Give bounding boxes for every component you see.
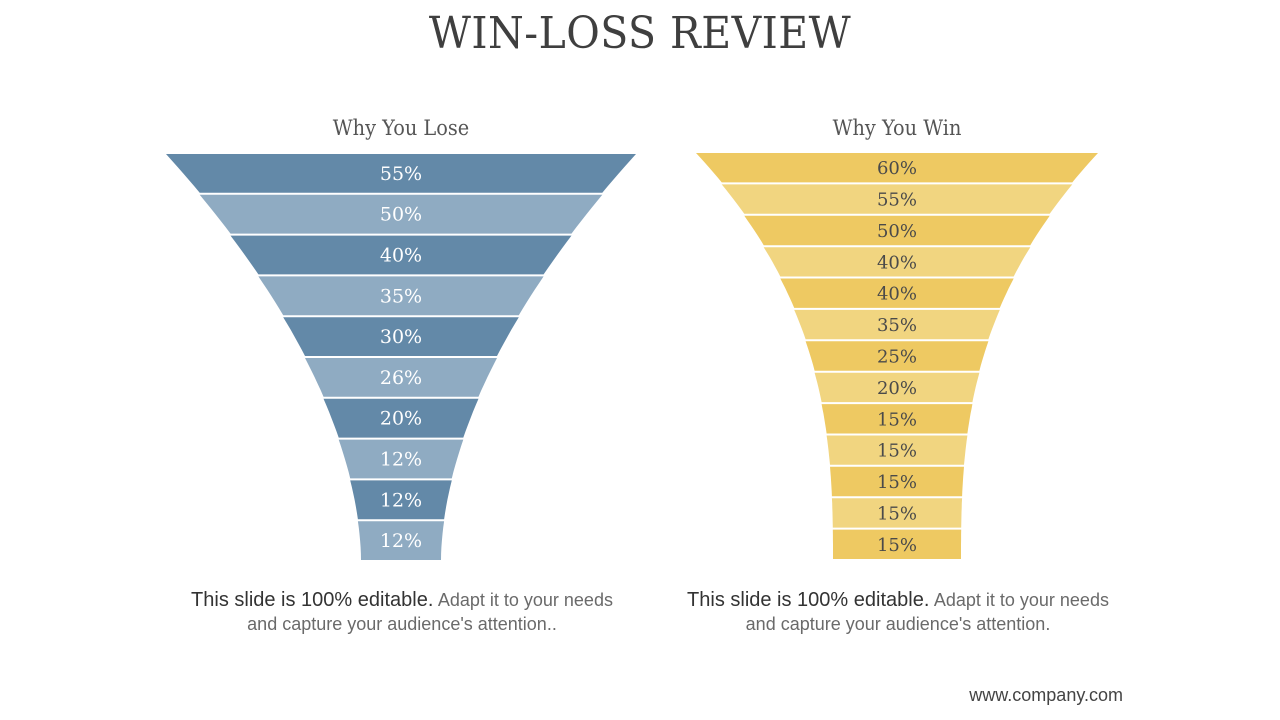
lose-funnel-segment-label: 12%	[380, 449, 422, 471]
lose-funnel-heading: Why You Lose	[332, 116, 470, 140]
lose-funnel-segment	[323, 398, 479, 438]
win-funnel-heading: Why You Win	[832, 116, 962, 140]
win-funnel-segment	[780, 278, 1014, 308]
lose-caption-body: Adapt it to your needs and capture your …	[247, 590, 613, 634]
win-funnel-segment	[805, 341, 989, 371]
win-funnel-segment	[831, 498, 963, 528]
win-funnel-segment	[721, 184, 1073, 214]
win-funnel-segment-label: 15%	[877, 535, 917, 556]
win-funnel-segment-label: 40%	[877, 252, 917, 273]
win-funnel-segment-label: 50%	[877, 221, 917, 242]
lose-funnel: 55% 50% 40% 35% 30% 26% 20% 12% 12% 12%	[166, 154, 636, 560]
lose-funnel-segment	[283, 317, 519, 356]
win-funnel-segment-label: 25%	[877, 347, 917, 368]
win-funnel-segment	[821, 404, 973, 434]
win-funnel-segment	[696, 153, 1098, 183]
lose-funnel-segment-label: 20%	[380, 408, 422, 430]
slide-title: WIN-LOSS REVIEW	[428, 8, 852, 59]
win-funnel-segment-label: 15%	[877, 409, 917, 430]
win-funnel: 60% 55% 50% 40% 40% 35% 25% 20% 15% 15% 15% 15% 15%	[696, 153, 1098, 559]
win-funnel-segment-label: 35%	[877, 315, 917, 336]
lose-funnel-segment	[357, 521, 445, 560]
lose-caption-lead: This slide is 100% editable.	[191, 589, 434, 611]
lose-funnel-segment-label: 55%	[380, 163, 422, 185]
lose-funnel-segment-label: 35%	[380, 285, 422, 307]
lose-funnel-segment-label: 30%	[380, 326, 422, 348]
lose-funnel-segment	[258, 276, 544, 316]
win-funnel-segment-label: 40%	[877, 284, 917, 305]
win-funnel-segment-label: 55%	[877, 190, 917, 211]
lose-funnel-segment	[230, 235, 572, 275]
win-funnel-segment	[794, 309, 1000, 340]
lose-funnel-segment-label: 26%	[380, 367, 422, 389]
win-funnel-segment	[814, 372, 980, 403]
win-caption-lead: This slide is 100% editable.	[687, 589, 930, 611]
win-funnel-segment	[744, 215, 1050, 246]
lose-funnel-segment	[305, 358, 497, 397]
win-funnel-segment-label: 15%	[877, 441, 917, 462]
win-funnel-segment-label: 15%	[877, 503, 917, 524]
win-funnel-segment-label: 15%	[877, 472, 917, 493]
lose-funnel-segment	[166, 154, 636, 193]
lose-caption: This slide is 100% editable. Adapt it to…	[182, 589, 622, 637]
lose-funnel-segment	[338, 439, 464, 479]
lose-funnel-segment-label: 50%	[380, 204, 422, 226]
win-funnel-segment	[763, 247, 1031, 277]
lose-funnel-segment-label: 12%	[380, 489, 422, 511]
lose-funnel-segment-label: 12%	[380, 530, 422, 552]
win-funnel-segment-label: 60%	[877, 158, 917, 179]
win-caption-body: Adapt it to your needs and capture your …	[745, 590, 1109, 634]
lose-funnel-segment	[350, 480, 452, 520]
win-funnel-segment	[826, 435, 968, 465]
lose-funnel-segment-label: 40%	[380, 245, 422, 267]
win-caption: This slide is 100% editable. Adapt it to…	[678, 589, 1118, 637]
lose-funnel-segment	[199, 194, 603, 234]
win-funnel-segment	[832, 529, 962, 559]
win-funnel-segment	[830, 466, 964, 497]
win-funnel-segment-label: 20%	[877, 378, 917, 399]
company-url: www.company.com	[969, 685, 1123, 705]
